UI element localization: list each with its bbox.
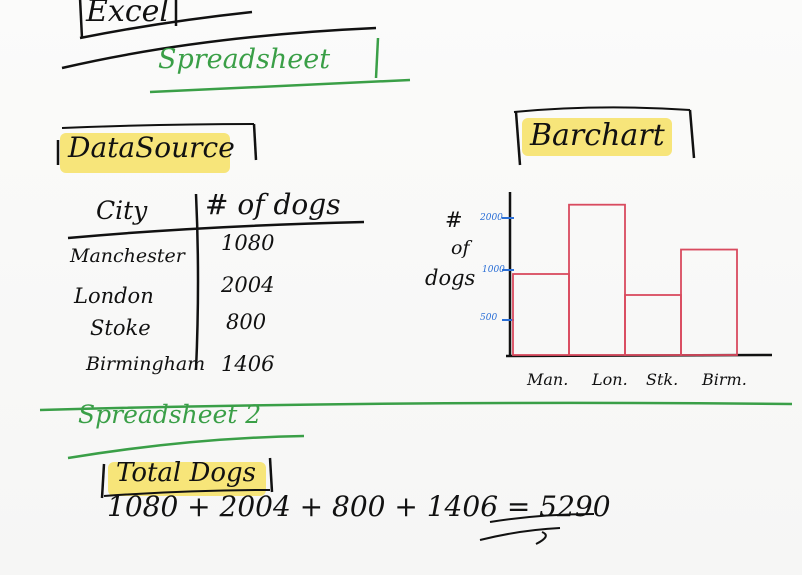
spreadsheet-1-label: Spreadsheet [158,44,331,75]
barchart-label: Barchart [530,118,665,153]
barchart-highlight [522,118,672,156]
sum-formula: 1080 + 2004 + 800 + 1406 = 5290 [107,490,611,523]
datasource-highlight [60,133,230,173]
chart-ytick-label: 500 [480,313,498,323]
table-cell-dogs: 800 [226,310,267,334]
bar-lon [568,203,626,356]
table-cell-city: Manchester [70,245,185,267]
chart-xtick-label: Man. [527,370,569,389]
chart-xtick-label: Birm. [702,370,747,389]
chart-ylabel-line: # [445,208,463,232]
bar-birm [680,248,738,356]
table-cell-dogs: 1080 [221,231,275,255]
app-title: Excel [86,0,169,29]
chart-ylabel-line: dogs [425,266,476,290]
bar-group [512,203,738,356]
table-cell-city: London [74,284,154,308]
table-header-city: City [96,196,148,225]
chart-ytick-label: 2000 [480,213,503,223]
table-header-dogs: # of dogs [205,188,341,221]
bar-man [512,273,570,356]
table-cell-city: Stoke [90,316,151,340]
chart-xtick-label: Stk. [646,370,679,389]
table-cell-dogs: 2004 [221,273,275,297]
chart-ytick-label: 1000 [482,265,505,275]
spreadsheet-2-label: Spreadsheet 2 [78,400,262,429]
chart-ylabel-line: of [451,237,470,259]
table-cell-city: Birmingham [86,353,206,375]
datasource-label: DataSource [68,131,235,164]
bar-stk [624,294,682,356]
table-cell-dogs: 1406 [221,352,275,376]
totaldogs-label: Total Dogs [116,458,256,488]
chart-xtick-label: Lon. [592,370,628,389]
